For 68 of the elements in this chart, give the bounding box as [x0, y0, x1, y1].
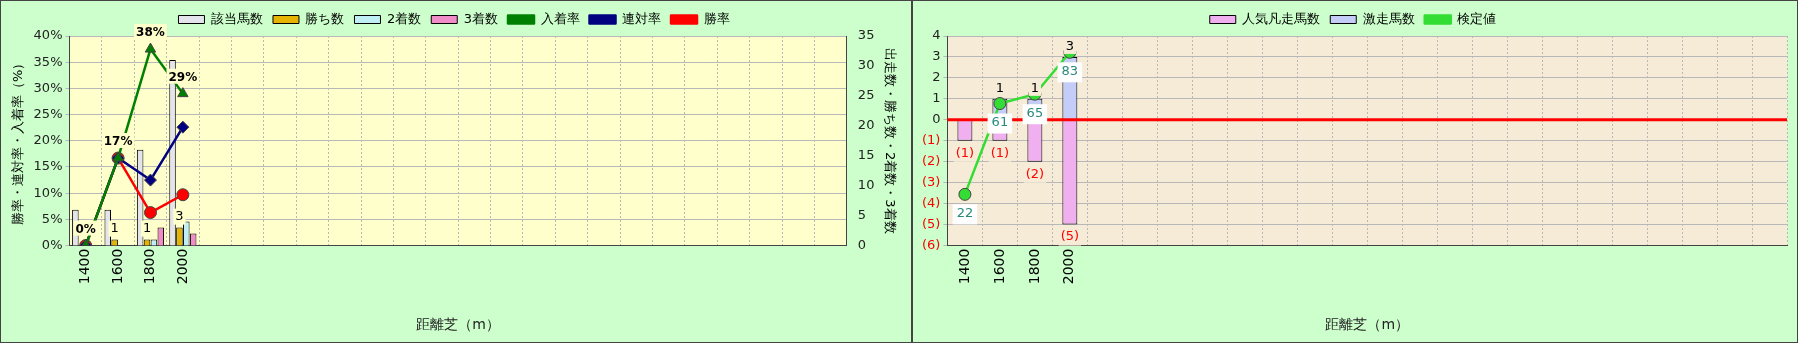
y2-tick-label: 20: [857, 117, 875, 133]
data-label: 0%: [75, 221, 96, 236]
x-tick-label: 1600: [108, 248, 125, 285]
y2-tick-label: 30: [857, 57, 875, 73]
y2-tick-label: 35: [857, 27, 875, 43]
x-tick-label: 1800: [141, 248, 158, 285]
legend-label: 勝率: [703, 10, 730, 26]
y-tick-label: 0%: [41, 236, 63, 252]
y-tick-label: 35%: [33, 53, 63, 69]
y-tick-label: 0: [932, 111, 941, 127]
legend-label: 連対率: [622, 10, 662, 26]
legend-label: 検定値: [1457, 10, 1497, 26]
data-label: 65: [1026, 105, 1044, 121]
y2-axis-title: 出走数・勝ち数・2着数・3着数: [882, 48, 898, 234]
data-label: (2): [1025, 165, 1045, 181]
data-label: 61: [991, 114, 1009, 130]
data-label: 17%: [103, 134, 133, 149]
y-tick-label: 15%: [33, 158, 63, 174]
y-tick-label: (1): [921, 132, 941, 148]
y-axis-title: 勝率・連対率・入着率（%）: [10, 56, 26, 225]
y2-tick-label: 5: [857, 207, 867, 223]
y-tick-label: 2: [932, 69, 941, 85]
y-tick-label: 25%: [33, 105, 63, 121]
data-label: 38%: [136, 25, 165, 40]
y-tick-label: (3): [921, 174, 941, 190]
data-label: 1: [1030, 79, 1040, 95]
data-label: 29%: [168, 69, 198, 84]
legend-label: 2着数: [386, 10, 422, 26]
legend-label: 入着率: [540, 10, 580, 26]
y-tick-label: 10%: [33, 184, 63, 200]
y-tick-label: 20%: [33, 132, 63, 148]
x-tick-label: 1400: [955, 248, 972, 285]
x-tick-label: 2000: [1060, 248, 1077, 285]
y-tick-label: (4): [921, 195, 941, 211]
y-tick-label: 5%: [41, 210, 63, 226]
y2-tick-label: 15: [857, 147, 875, 163]
y-tick-label: (5): [921, 215, 941, 231]
data-label: 1: [995, 79, 1005, 95]
legend-label: 3着数: [463, 10, 499, 26]
y-tick-label: 40%: [33, 27, 63, 43]
data-label: 3: [175, 208, 184, 224]
x-axis-title: 距離芝（m）: [416, 316, 500, 333]
legend-label: 人気凡走馬数: [1242, 10, 1321, 26]
data-label: (5): [1060, 228, 1080, 244]
y-tick-label: (2): [921, 153, 941, 169]
data-label: 22: [956, 205, 974, 221]
y-tick-label: 1: [932, 90, 941, 106]
x-tick-label: 2000: [173, 248, 190, 285]
legend-label: 該当馬数: [210, 10, 263, 26]
data-label: 83: [1061, 63, 1079, 79]
data-label: (1): [990, 144, 1010, 160]
y2-tick-label: 25: [857, 87, 875, 103]
data-label: 1: [142, 220, 152, 236]
y2-tick-label: 0: [857, 236, 867, 252]
y2-tick-label: 10: [857, 177, 875, 193]
data-label: 3: [1065, 37, 1074, 53]
y-tick-label: 4: [932, 27, 941, 43]
y-tick-label: 30%: [33, 79, 63, 95]
x-tick-label: 1800: [1025, 248, 1042, 285]
y-tick-label: 3: [932, 48, 941, 64]
legend-label: 激走馬数: [1362, 10, 1415, 26]
data-label: 1: [110, 220, 119, 236]
legend-label: 勝ち数: [305, 10, 345, 26]
y-tick-label: (6): [921, 236, 941, 252]
x-tick-label: 1400: [76, 248, 93, 285]
x-axis-title: 距離芝（m）: [1325, 316, 1410, 333]
data-label: (1): [955, 144, 975, 160]
x-tick-label: 1600: [990, 248, 1007, 285]
